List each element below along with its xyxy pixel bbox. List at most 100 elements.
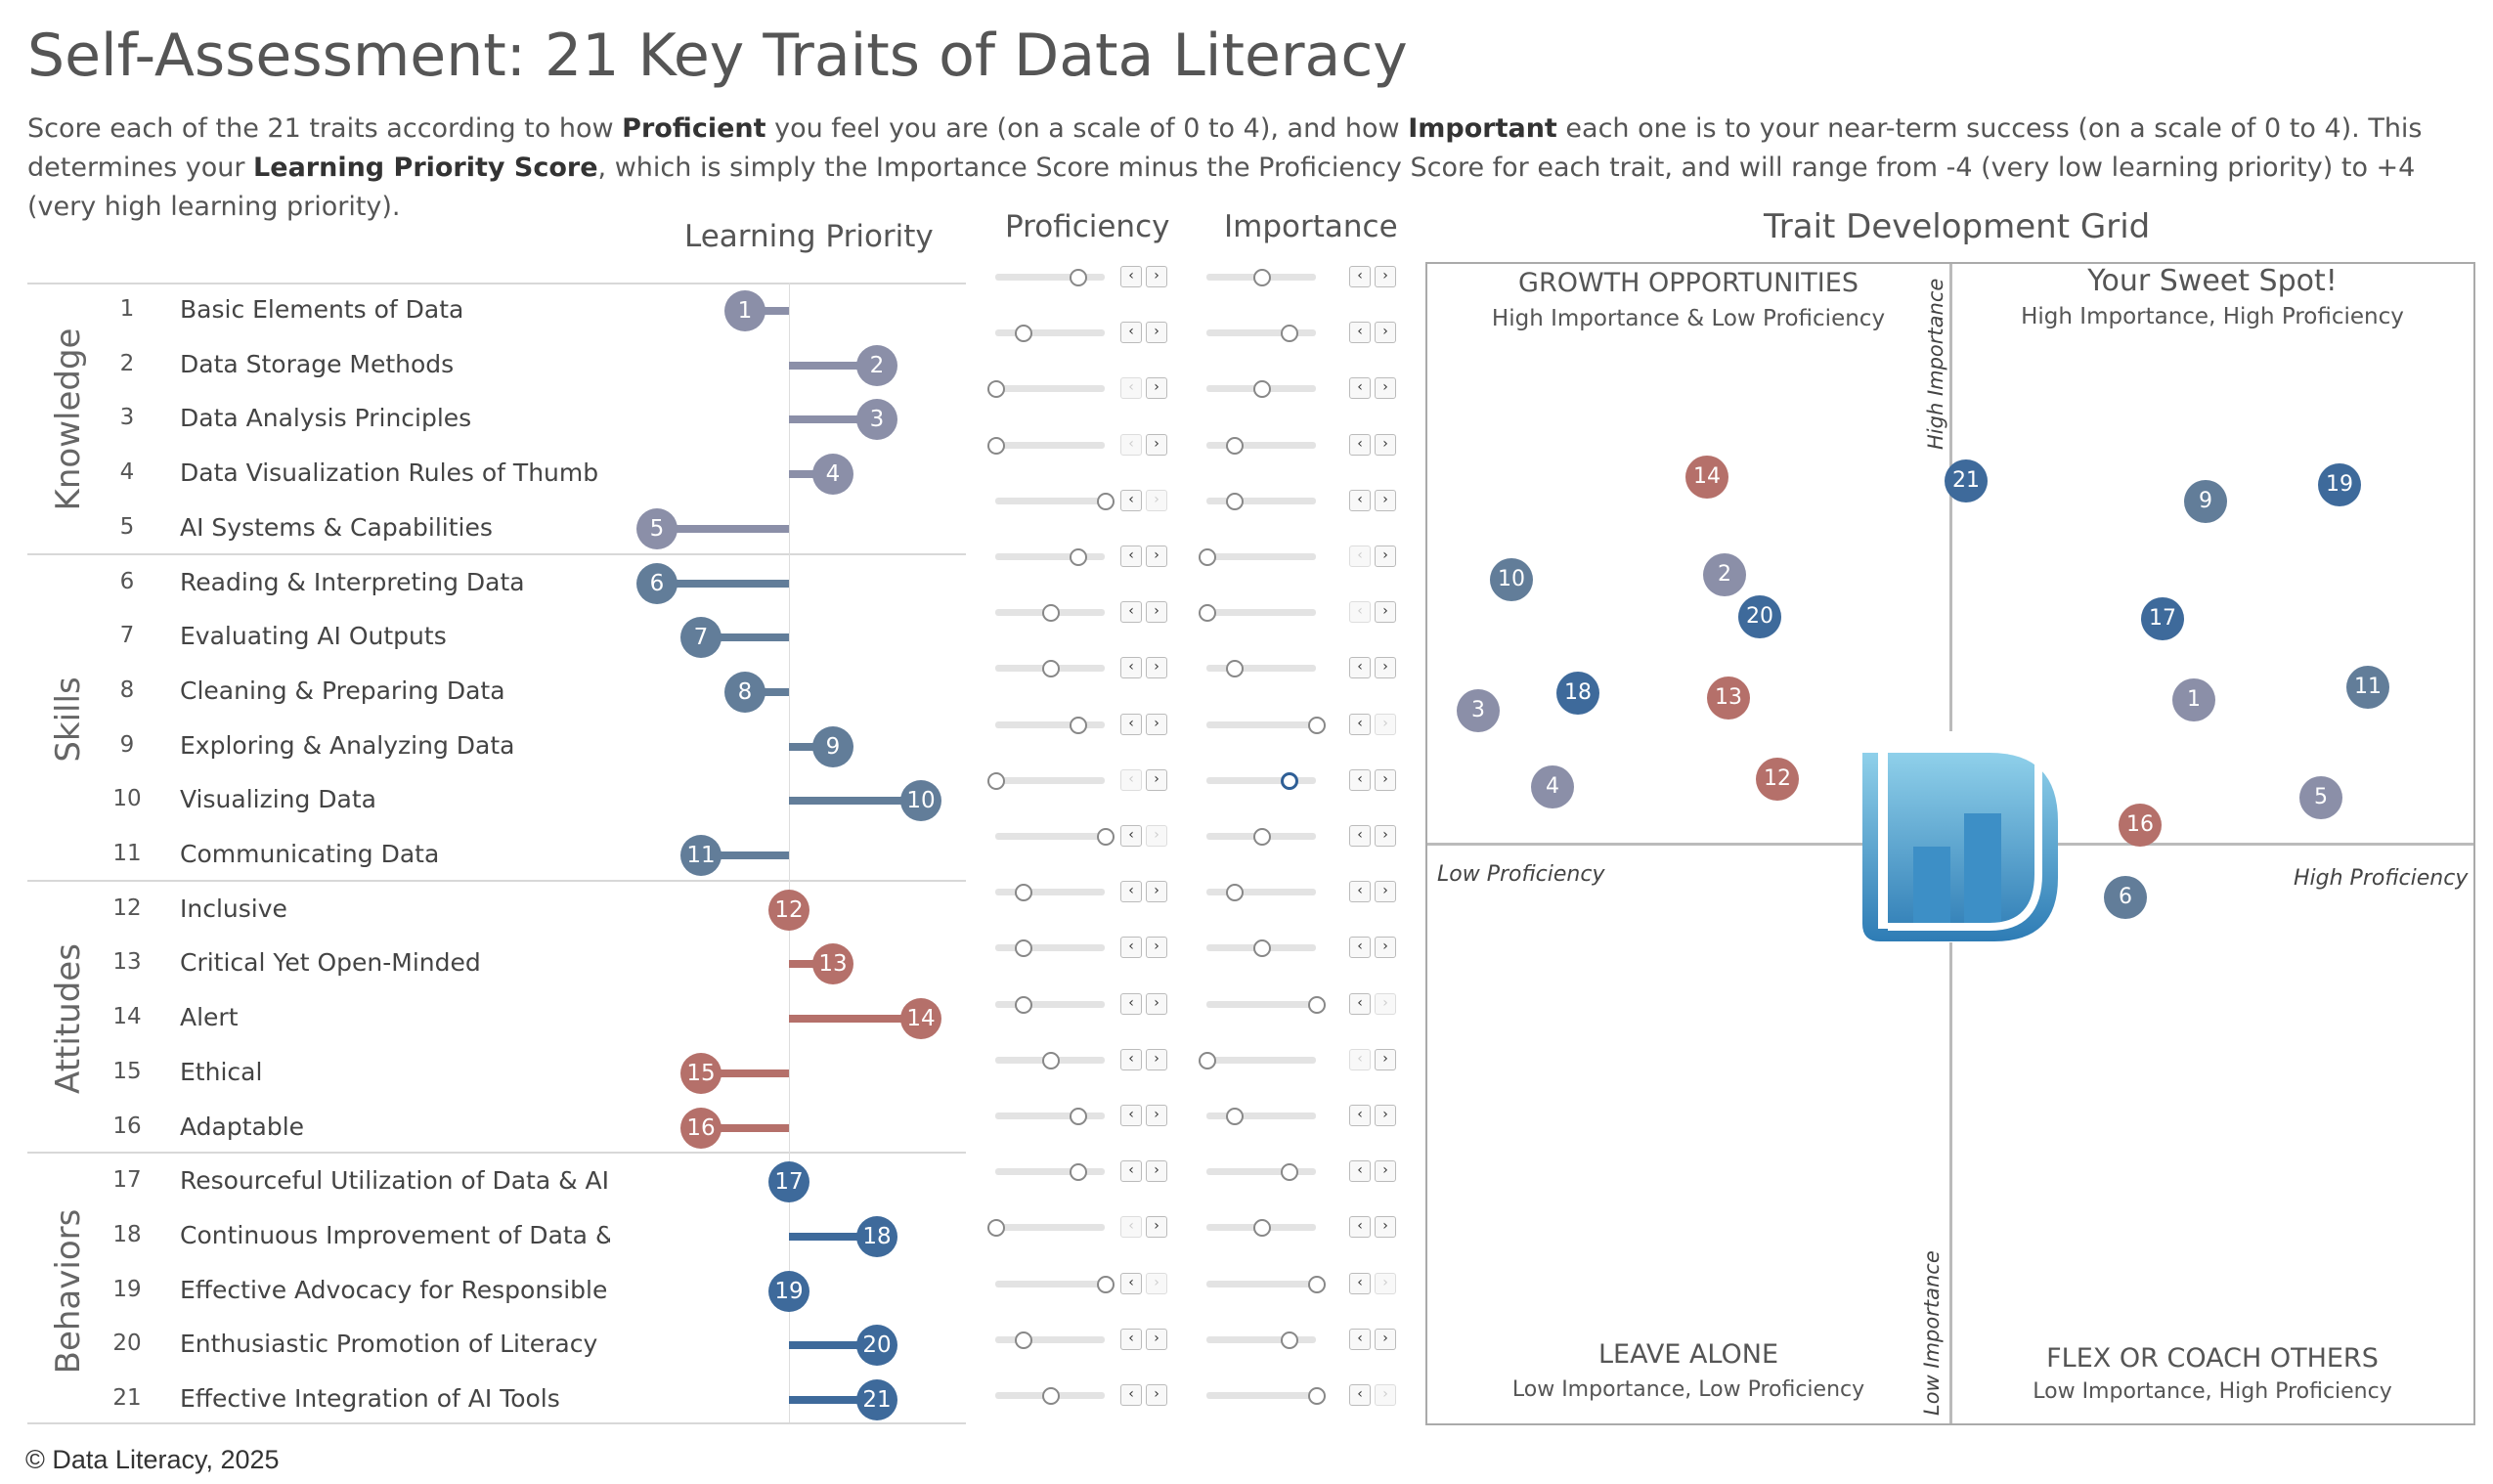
importance-slider-track[interactable] [1206, 1392, 1316, 1399]
proficiency-slider-knob[interactable] [1070, 548, 1087, 566]
proficiency-increment-button[interactable]: › [1146, 266, 1167, 287]
proficiency-slider-track[interactable] [995, 1335, 1105, 1343]
proficiency-slider-knob[interactable] [987, 380, 1005, 399]
proficiency-slider-track[interactable] [995, 1113, 1105, 1119]
importance-decrement-button[interactable]: ‹ [1349, 1160, 1371, 1183]
importance-slider-track[interactable] [1206, 1056, 1316, 1064]
grid-point[interactable]: 17 [2141, 597, 2184, 640]
proficiency-increment-button[interactable]: › [1146, 713, 1167, 735]
proficiency-decrement-button[interactable]: ‹ [1120, 1048, 1142, 1070]
importance-decrement-button[interactable]: ‹ [1349, 489, 1371, 511]
importance-slider-track[interactable] [1206, 609, 1316, 617]
proficiency-increment-button[interactable]: › [1146, 1160, 1167, 1183]
proficiency-slider-track[interactable] [995, 1224, 1105, 1232]
proficiency-increment-button[interactable]: › [1146, 1384, 1167, 1406]
importance-decrement-button[interactable]: ‹ [1349, 322, 1371, 344]
proficiency-slider-knob[interactable] [1015, 939, 1032, 958]
proficiency-slider-track[interactable] [995, 385, 1105, 393]
importance-decrement-button[interactable]: ‹ [1349, 1272, 1371, 1294]
importance-increment-button[interactable]: › [1375, 825, 1396, 847]
proficiency-increment-button[interactable]: › [1146, 433, 1167, 456]
proficiency-decrement-button[interactable]: ‹ [1120, 377, 1142, 400]
proficiency-decrement-button[interactable]: ‹ [1120, 713, 1142, 735]
proficiency-slider-knob[interactable] [1097, 492, 1115, 510]
importance-increment-button[interactable]: › [1375, 657, 1396, 679]
proficiency-slider-track[interactable] [995, 274, 1105, 281]
importance-increment-button[interactable]: › [1375, 1160, 1396, 1183]
importance-increment-button[interactable]: › [1375, 489, 1396, 511]
importance-increment-button[interactable]: › [1375, 433, 1396, 456]
importance-decrement-button[interactable]: ‹ [1349, 1048, 1371, 1070]
proficiency-increment-button[interactable]: › [1146, 1272, 1167, 1294]
importance-slider-knob[interactable] [1281, 1331, 1298, 1349]
importance-increment-button[interactable]: › [1375, 1216, 1396, 1239]
importance-slider-knob[interactable] [1253, 269, 1271, 286]
importance-slider-knob[interactable] [1253, 828, 1271, 846]
proficiency-slider-knob[interactable] [1015, 325, 1032, 343]
proficiency-decrement-button[interactable]: ‹ [1120, 322, 1142, 344]
proficiency-decrement-button[interactable]: ‹ [1120, 1272, 1142, 1294]
importance-decrement-button[interactable]: ‹ [1349, 825, 1371, 847]
proficiency-decrement-button[interactable]: ‹ [1120, 546, 1142, 567]
proficiency-slider-track[interactable] [995, 497, 1105, 504]
proficiency-decrement-button[interactable]: ‹ [1120, 825, 1142, 847]
proficiency-increment-button[interactable]: › [1146, 1105, 1167, 1126]
proficiency-slider-track[interactable] [995, 944, 1105, 952]
proficiency-slider-track[interactable] [995, 1168, 1105, 1176]
importance-decrement-button[interactable]: ‹ [1349, 881, 1371, 903]
importance-slider-knob[interactable] [1253, 380, 1271, 399]
importance-decrement-button[interactable]: ‹ [1349, 937, 1371, 959]
importance-decrement-button[interactable]: ‹ [1349, 601, 1371, 624]
importance-decrement-button[interactable]: ‹ [1349, 433, 1371, 456]
importance-decrement-button[interactable]: ‹ [1349, 1328, 1371, 1350]
importance-increment-button[interactable]: › [1375, 1272, 1396, 1294]
importance-slider-track[interactable] [1206, 889, 1316, 896]
proficiency-increment-button[interactable]: › [1146, 937, 1167, 959]
importance-slider-knob[interactable] [1199, 1051, 1216, 1069]
proficiency-slider-knob[interactable] [1097, 1275, 1115, 1293]
grid-point[interactable]: 12 [1756, 758, 1799, 801]
importance-increment-button[interactable]: › [1375, 713, 1396, 735]
importance-decrement-button[interactable]: ‹ [1349, 1105, 1371, 1126]
proficiency-decrement-button[interactable]: ‹ [1120, 881, 1142, 903]
importance-slider-knob[interactable] [1281, 1163, 1298, 1182]
proficiency-increment-button[interactable]: › [1146, 377, 1167, 400]
importance-slider-track[interactable] [1206, 776, 1316, 784]
importance-decrement-button[interactable]: ‹ [1349, 657, 1371, 679]
proficiency-increment-button[interactable]: › [1146, 992, 1167, 1015]
importance-increment-button[interactable]: › [1375, 1048, 1396, 1070]
importance-slider-knob[interactable] [1253, 1219, 1271, 1238]
importance-slider-knob[interactable] [1281, 771, 1298, 790]
proficiency-increment-button[interactable]: › [1146, 1328, 1167, 1350]
proficiency-slider-track[interactable] [995, 553, 1105, 560]
grid-point[interactable]: 11 [2346, 666, 2389, 709]
proficiency-decrement-button[interactable]: ‹ [1120, 433, 1142, 456]
proficiency-decrement-button[interactable]: ‹ [1120, 1105, 1142, 1126]
proficiency-slider-knob[interactable] [987, 436, 1005, 455]
importance-slider-knob[interactable] [1199, 604, 1216, 623]
proficiency-increment-button[interactable]: › [1146, 322, 1167, 344]
proficiency-slider-knob[interactable] [1015, 884, 1032, 902]
grid-point[interactable]: 3 [1457, 689, 1500, 732]
importance-slider-knob[interactable] [1308, 716, 1326, 734]
importance-decrement-button[interactable]: ‹ [1349, 1384, 1371, 1406]
proficiency-slider-knob[interactable] [1070, 1108, 1087, 1125]
importance-increment-button[interactable]: › [1375, 1105, 1396, 1126]
importance-increment-button[interactable]: › [1375, 601, 1396, 624]
importance-increment-button[interactable]: › [1375, 266, 1396, 287]
grid-point[interactable]: 13 [1707, 677, 1750, 720]
proficiency-increment-button[interactable]: › [1146, 1048, 1167, 1070]
importance-slider-knob[interactable] [1308, 1275, 1326, 1293]
proficiency-slider-track[interactable] [995, 1280, 1105, 1288]
importance-slider-track[interactable] [1206, 720, 1316, 728]
importance-decrement-button[interactable]: ‹ [1349, 377, 1371, 400]
importance-slider-knob[interactable] [1226, 492, 1244, 510]
proficiency-increment-button[interactable]: › [1146, 1216, 1167, 1239]
proficiency-slider-knob[interactable] [1042, 1051, 1060, 1069]
importance-increment-button[interactable]: › [1375, 881, 1396, 903]
importance-increment-button[interactable]: › [1375, 377, 1396, 400]
importance-decrement-button[interactable]: ‹ [1349, 1216, 1371, 1239]
importance-slider-track[interactable] [1206, 441, 1316, 449]
importance-slider-track[interactable] [1206, 1168, 1316, 1176]
proficiency-increment-button[interactable]: › [1146, 657, 1167, 679]
